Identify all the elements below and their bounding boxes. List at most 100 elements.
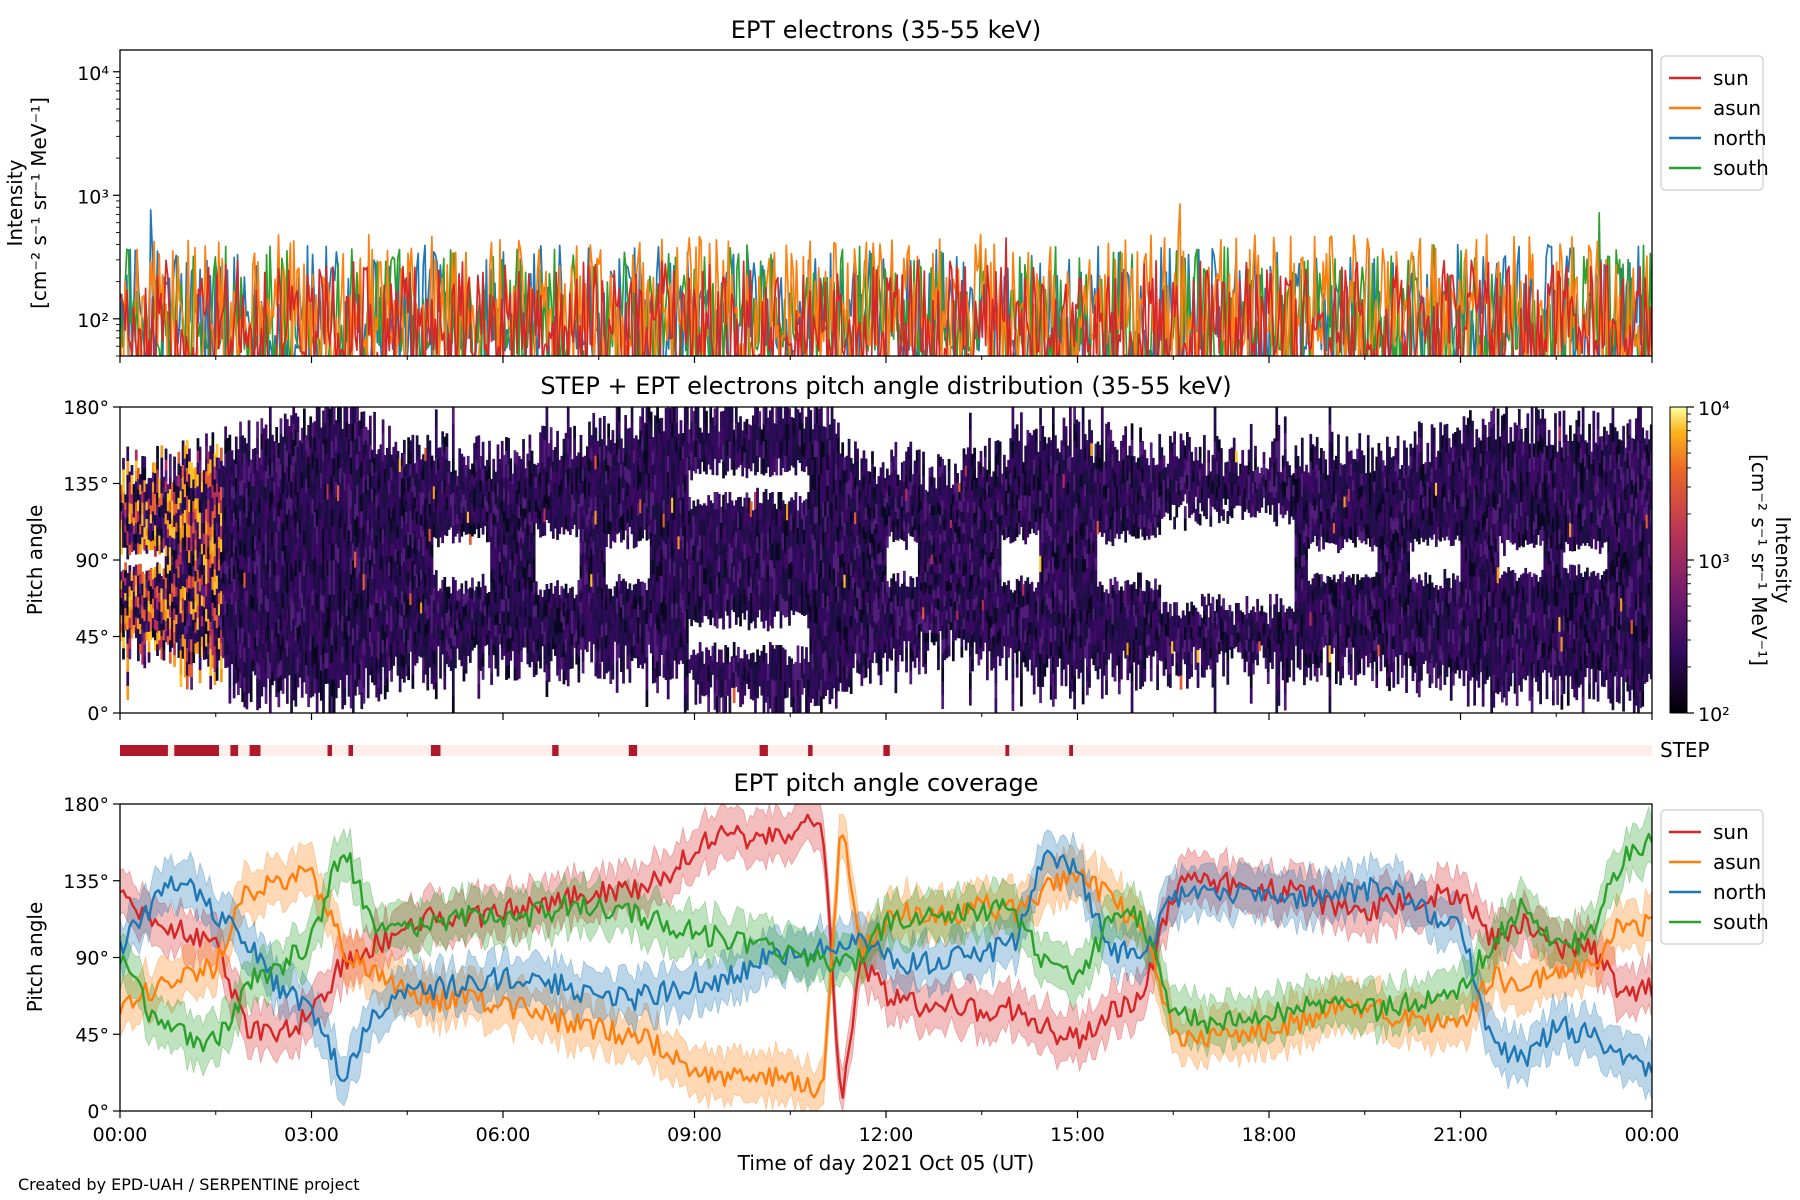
pad-cell <box>509 649 513 661</box>
pad-cell <box>681 548 685 562</box>
pad-cell <box>434 602 438 619</box>
pad-cell <box>513 577 517 592</box>
pad-cell <box>568 615 572 629</box>
pad-cell <box>558 472 562 485</box>
pad-cell <box>371 630 374 644</box>
pad-cell <box>577 643 581 658</box>
pad-cell <box>554 481 557 494</box>
pad-cell <box>564 446 568 461</box>
pad-cell <box>375 494 379 509</box>
pad-cell <box>154 514 157 526</box>
pad-cell <box>258 554 262 570</box>
pad-cell <box>339 482 342 499</box>
pad-cell <box>175 512 179 523</box>
pad-cell <box>539 471 542 486</box>
pad-cell <box>551 626 555 639</box>
pad-cell <box>668 603 672 620</box>
pad-cell <box>747 556 751 572</box>
pad-cell <box>202 648 206 660</box>
pad-cell <box>658 547 662 562</box>
pad-cell <box>383 644 387 659</box>
pad-cell <box>258 638 262 653</box>
pad-cell <box>207 606 210 619</box>
pad-cell <box>620 619 623 634</box>
pad-cell <box>615 644 619 662</box>
pad-cell <box>745 595 749 611</box>
pad-cell <box>692 530 696 546</box>
pad-cell <box>754 679 757 697</box>
pad-cell <box>220 460 223 475</box>
pad-cell <box>415 574 419 588</box>
pad-cell <box>479 610 483 624</box>
pad-cell <box>345 496 349 512</box>
pad-cell <box>683 560 687 578</box>
pad-cell <box>505 639 508 654</box>
pad-cell <box>496 637 500 651</box>
pad-cell <box>158 563 162 574</box>
pad-cell <box>715 441 719 459</box>
pad-cell <box>449 516 453 528</box>
pad-cell <box>690 450 693 466</box>
pad-cell <box>392 507 396 521</box>
pad-cell <box>749 653 753 669</box>
pad-cell <box>573 425 576 439</box>
pad-cell <box>643 489 647 504</box>
pad-cell <box>437 502 440 515</box>
pad-cell <box>513 616 517 630</box>
pad-cell <box>411 477 415 492</box>
pad-cell <box>345 511 349 527</box>
pad-cell <box>537 473 540 486</box>
pad-cell <box>624 594 628 608</box>
pad-cell <box>307 456 310 473</box>
pad-cell <box>288 426 291 441</box>
pad-cell <box>571 656 574 669</box>
pad-cell <box>258 457 262 472</box>
pad-cell <box>347 544 351 561</box>
pad-cell <box>641 422 645 438</box>
pad-cell <box>260 587 264 604</box>
pad-cell <box>388 480 391 495</box>
pad-cell <box>668 573 672 590</box>
pad-cell <box>328 577 332 595</box>
pad-cell <box>181 585 185 599</box>
pad-cell <box>560 467 564 480</box>
pad-cell <box>485 470 489 481</box>
pad-cell <box>685 693 689 711</box>
pad-cell <box>571 505 574 518</box>
pad-cell <box>417 644 421 657</box>
pad-cell <box>264 517 268 534</box>
pad-cell <box>337 625 340 642</box>
pad-cell <box>564 474 568 489</box>
pad-cell <box>124 524 127 533</box>
pad-cell <box>637 591 640 605</box>
pad-cell <box>317 454 321 471</box>
pad-cell <box>645 640 649 658</box>
pad-cell <box>743 543 747 559</box>
pad-cell <box>141 641 145 654</box>
pad-cell <box>643 502 647 517</box>
pad-cell <box>588 482 591 496</box>
pad-cell <box>388 656 391 671</box>
pad-cell <box>685 457 689 475</box>
pad-cell <box>262 557 266 573</box>
pad-cell <box>394 537 398 550</box>
pad-cell <box>222 540 225 552</box>
pad-cell <box>630 618 634 633</box>
pad-cell <box>730 656 734 673</box>
pad-cell <box>496 444 500 458</box>
pad-cell <box>428 578 432 592</box>
pad-cell <box>479 587 483 600</box>
pad-cell <box>617 629 621 645</box>
pad-cell <box>183 548 187 562</box>
pad-cell <box>411 618 415 633</box>
pad-cell <box>139 484 142 495</box>
pad-cell <box>417 444 421 457</box>
pad-cell <box>224 453 227 467</box>
pad-cell <box>222 465 225 477</box>
pad-cell <box>694 572 698 590</box>
pad-cell <box>432 625 436 639</box>
pad-cell <box>445 638 449 652</box>
pad-cell <box>398 588 402 602</box>
pad-cell <box>351 543 355 561</box>
pad-cell <box>239 495 242 511</box>
